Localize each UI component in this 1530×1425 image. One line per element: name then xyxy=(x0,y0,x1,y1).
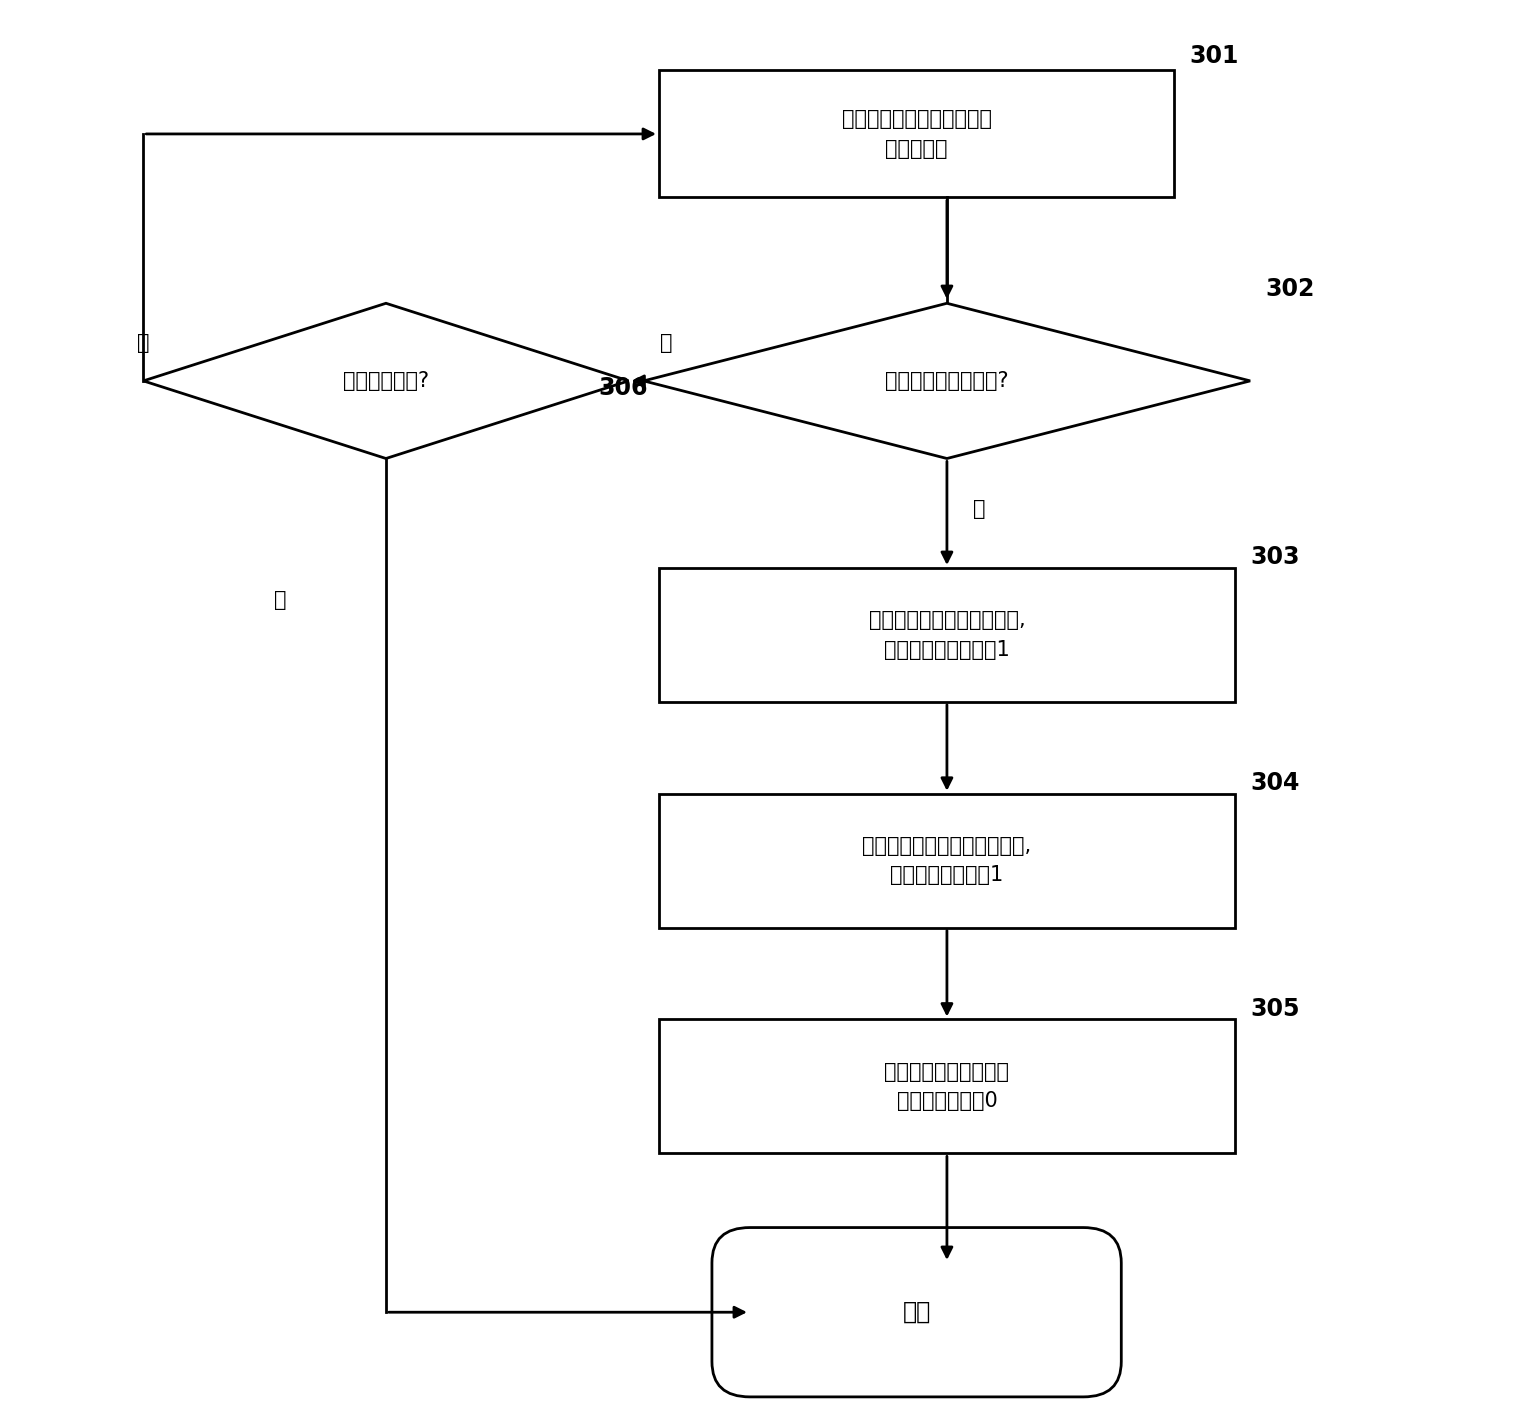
Text: 否: 否 xyxy=(274,590,286,610)
Text: 处理器获得同步模块写权限,
互斥信号量值修改为1: 处理器获得同步模块写权限, 互斥信号量值修改为1 xyxy=(869,610,1025,660)
Polygon shape xyxy=(644,304,1250,459)
Text: 是: 是 xyxy=(973,499,985,519)
Text: 结束: 结束 xyxy=(903,1300,930,1324)
FancyBboxPatch shape xyxy=(659,70,1175,198)
FancyBboxPatch shape xyxy=(711,1227,1121,1396)
Text: 否: 否 xyxy=(661,333,673,353)
Text: 继续申请操作?: 继续申请操作? xyxy=(343,370,428,390)
Text: 303: 303 xyxy=(1250,546,1299,570)
Text: 306: 306 xyxy=(598,376,647,400)
Polygon shape xyxy=(144,304,629,459)
Text: 是: 是 xyxy=(138,333,150,353)
Text: 301: 301 xyxy=(1189,44,1239,68)
Text: 处理器释放互斥信号量
信号量值修改为0: 处理器释放互斥信号量 信号量值修改为0 xyxy=(884,1062,1010,1112)
FancyBboxPatch shape xyxy=(659,794,1235,928)
Text: 304: 304 xyxy=(1250,771,1299,795)
Text: 处理器申请对硬件同步模块
进行写操作: 处理器申请对硬件同步模块 进行写操作 xyxy=(842,110,991,158)
FancyBboxPatch shape xyxy=(659,1019,1235,1153)
Text: 302: 302 xyxy=(1265,278,1314,301)
FancyBboxPatch shape xyxy=(659,567,1235,703)
Text: 互斥信号量值等于零?: 互斥信号量值等于零? xyxy=(886,370,1008,390)
Text: 设置需要同步的其他处理器号,
同步模块有效位置1: 设置需要同步的其他处理器号, 同步模块有效位置1 xyxy=(863,836,1031,885)
Text: 305: 305 xyxy=(1250,997,1299,1020)
